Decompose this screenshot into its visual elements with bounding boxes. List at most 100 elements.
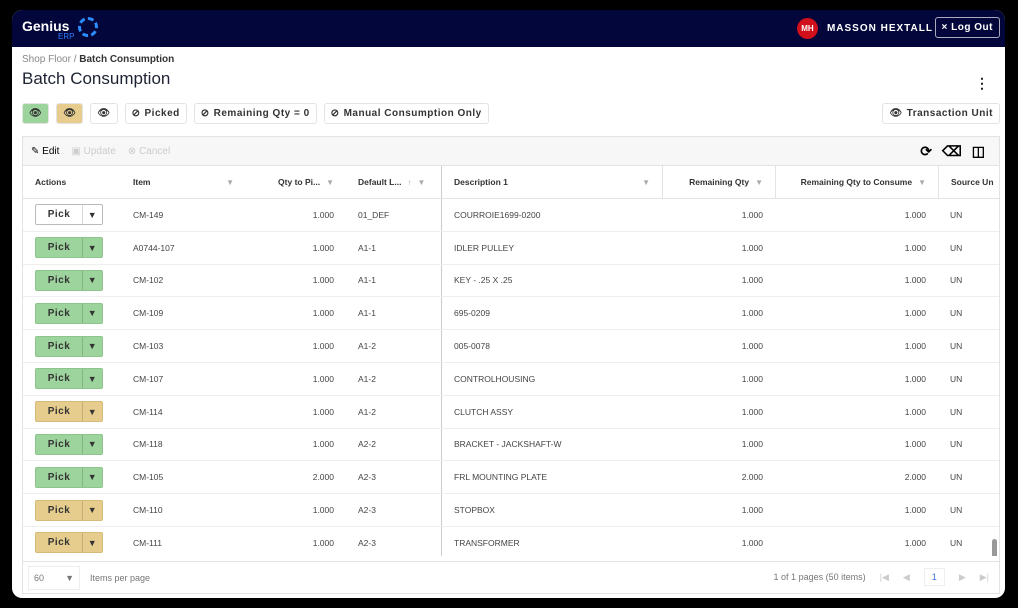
transaction-unit-toggle[interactable]: 👁 Transaction Unit: [882, 103, 1000, 124]
source-unit-cell: UN: [950, 472, 963, 483]
pick-button[interactable]: Pick: [47, 242, 71, 254]
table-row[interactable]: Pick ▼ CM-149 1.000 01_DEF COURROIE1699-0…: [23, 199, 999, 232]
filter-green-toggle[interactable]: 👁: [22, 103, 50, 124]
filter-white-toggle[interactable]: 👁: [90, 103, 118, 124]
default-location-cell: A2-3: [346, 494, 442, 526]
actions-cell: Pick ▼: [23, 429, 121, 461]
columns-icon[interactable]: ◫: [971, 143, 985, 159]
caret-down-icon[interactable]: ▼: [82, 533, 102, 553]
caret-down-icon[interactable]: ▼: [82, 336, 102, 356]
table-row[interactable]: Pick ▼ CM-103 1.000 A1-2 005-0078 1.000 1…: [23, 330, 999, 363]
pick-split-button[interactable]: Pick ▼: [35, 499, 103, 521]
pick-split-button[interactable]: Pick ▼: [35, 401, 103, 423]
qty-to-pick-cell: 1.000: [312, 373, 334, 384]
actions-cell: Pick ▼: [23, 265, 121, 297]
col-remaining-qty-consume[interactable]: Remaining Qty to Consume ▼: [775, 166, 938, 198]
filter-remaining-qty-zero[interactable]: ⊘ Remaining Qty = 0: [193, 103, 317, 124]
caret-down-icon[interactable]: ▼: [82, 303, 102, 323]
grid-toolbar: ✎ Edit ▣ Update ⊗ Cancel ⟳ ⌫ ◫: [23, 137, 999, 166]
caret-down-icon[interactable]: ▼: [82, 205, 102, 225]
pick-split-button[interactable]: Pick ▼: [35, 302, 103, 324]
pick-button[interactable]: Pick: [47, 537, 71, 549]
table-row[interactable]: Pick ▼ CM-118 1.000 A2-2 BRACKET - JACKSH…: [23, 428, 999, 462]
table-row[interactable]: Pick ▼ CM-111 1.000 A2-3 TRANSFORMER 1.00…: [23, 526, 999, 556]
pick-split-button[interactable]: Pick ▼: [35, 237, 103, 259]
pick-button[interactable]: Pick: [47, 504, 71, 516]
more-options-icon[interactable]: ⋮: [975, 75, 989, 91]
filter-icon[interactable]: ▼: [918, 177, 926, 187]
first-page-icon[interactable]: |◀: [879, 571, 889, 582]
pick-button[interactable]: Pick: [47, 274, 71, 286]
pick-button[interactable]: Pick: [47, 438, 71, 450]
pick-button[interactable]: Pick: [47, 307, 71, 319]
col-description[interactable]: Description 1 ▼: [442, 166, 662, 198]
cancel-label: Cancel: [139, 145, 171, 157]
remaining-qty-cell: 2.000: [741, 472, 763, 483]
breadcrumb-shop-floor[interactable]: Shop Floor: [22, 54, 71, 65]
pick-button[interactable]: Pick: [47, 340, 71, 352]
col-label: Description 1: [454, 177, 508, 187]
caret-down-icon[interactable]: ▼: [82, 270, 102, 290]
remaining-qty-consume-cell: 1.000: [904, 308, 926, 319]
pick-split-button[interactable]: Pick ▼: [35, 433, 103, 455]
table-row[interactable]: Pick ▼ CM-114 1.000 A1-2 CLUTCH ASSY 1.00…: [23, 395, 999, 429]
default-location-cell: A1-1: [346, 264, 442, 297]
edit-button[interactable]: ✎ Edit: [31, 145, 60, 157]
user-name: MASSON HEXTALL: [826, 23, 933, 34]
filter-icon[interactable]: ▼: [226, 177, 234, 187]
caret-down-icon[interactable]: ▼: [82, 500, 102, 520]
page-1-button[interactable]: 1: [923, 568, 945, 586]
filter-icon[interactable]: ▼: [417, 177, 426, 187]
next-page-icon[interactable]: ▶: [958, 571, 966, 582]
eraser-icon[interactable]: ⌫: [941, 143, 962, 159]
update-button[interactable]: ▣ Update: [71, 145, 116, 157]
logout-button[interactable]: × Log Out: [934, 17, 1000, 38]
caret-down-icon[interactable]: ▼: [82, 402, 102, 422]
pick-split-button[interactable]: Pick ▼: [35, 368, 103, 390]
page-size-select[interactable]: 60 ▼: [28, 565, 80, 590]
pick-split-button[interactable]: Pick ▼: [35, 269, 103, 291]
table-row[interactable]: Pick ▼ CM-109 1.000 A1-1 695-0209 1.000 1…: [23, 297, 999, 331]
filter-icon[interactable]: ▼: [326, 177, 334, 187]
pick-button[interactable]: Pick: [47, 209, 71, 221]
pick-split-button[interactable]: Pick ▼: [35, 532, 103, 554]
table-row[interactable]: Pick ▼ CM-105 2.000 A2-3 FRL MOUNTING PLA…: [23, 461, 999, 495]
col-remaining-qty[interactable]: Remaining Qty ▼: [662, 166, 775, 198]
breadcrumb: Shop Floor / Batch Consumption: [22, 54, 174, 65]
pick-split-button[interactable]: Pick ▼: [35, 466, 103, 488]
remaining-qty-cell: 1.000: [741, 373, 763, 384]
filter-icon[interactable]: ▼: [642, 177, 650, 187]
cancel-button[interactable]: ⊗ Cancel: [127, 145, 171, 157]
user-menu[interactable]: MH MASSON HEXTALL: [796, 18, 933, 39]
description-cell: TRANSFORMER: [454, 537, 520, 548]
prev-page-icon[interactable]: ◀: [902, 571, 910, 582]
caret-down-icon[interactable]: ▼: [82, 434, 102, 454]
table-row[interactable]: Pick ▼ A0744-107 1.000 A1-1 IDLER PULLEY …: [23, 231, 999, 265]
grid-body: Pick ▼ CM-149 1.000 01_DEF COURROIE1699-0…: [23, 199, 999, 556]
col-qty-to-pick[interactable]: Qty to Pi... ▼: [246, 166, 346, 198]
pick-button[interactable]: Pick: [47, 373, 71, 385]
refresh-icon[interactable]: ⟳: [920, 143, 932, 159]
caret-down-icon[interactable]: ▼: [82, 467, 102, 487]
caret-down-icon[interactable]: ▼: [82, 369, 102, 389]
page-size-value: 60: [34, 572, 45, 583]
pick-split-button[interactable]: Pick ▼: [35, 335, 103, 357]
caret-down-icon[interactable]: ▼: [82, 238, 102, 258]
pick-button[interactable]: Pick: [47, 406, 71, 418]
filter-icon[interactable]: ▼: [755, 177, 763, 187]
table-row[interactable]: Pick ▼ CM-107 1.000 A1-2 CONTROLHOUSING 1…: [23, 362, 999, 396]
filter-manual-consumption[interactable]: ⊘ Manual Consumption Only: [323, 103, 489, 124]
genius-erp-logo[interactable]: Genius ERP: [22, 17, 98, 41]
last-page-icon[interactable]: ▶|: [979, 571, 989, 582]
actions-cell: Pick ▼: [23, 396, 121, 428]
col-source-unit[interactable]: Source Un: [938, 166, 996, 198]
pick-split-button[interactable]: Pick ▼: [35, 204, 103, 226]
vertical-scrollbar[interactable]: [992, 539, 997, 556]
table-row[interactable]: Pick ▼ CM-102 1.000 A1-1 KEY - .25 X .25 …: [23, 264, 999, 298]
filter-tan-toggle[interactable]: 👁: [56, 103, 84, 124]
pick-button[interactable]: Pick: [47, 471, 71, 483]
col-item[interactable]: Item ▼: [121, 166, 246, 198]
table-row[interactable]: Pick ▼ CM-110 1.000 A2-3 STOPBOX 1.000 1.…: [23, 494, 999, 527]
col-default-location[interactable]: Default L... ↑ ▼: [346, 166, 442, 198]
filter-picked[interactable]: ⊘ Picked: [124, 103, 187, 124]
